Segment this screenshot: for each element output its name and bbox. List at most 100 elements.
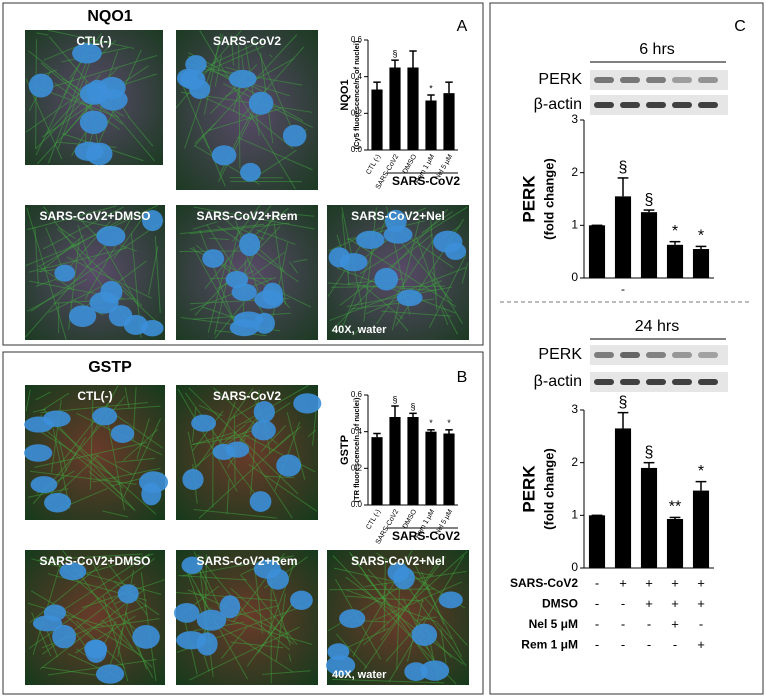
nucleus <box>24 444 53 462</box>
bar <box>371 89 383 150</box>
membrane <box>71 129 88 156</box>
membrane <box>363 207 377 322</box>
treatment-sign: + <box>671 596 679 611</box>
membrane <box>175 30 242 109</box>
panel-letter: A <box>457 18 468 35</box>
nucleus <box>79 110 108 134</box>
membrane <box>92 467 161 483</box>
membrane <box>221 626 248 659</box>
nucleus <box>228 69 257 88</box>
membrane <box>108 627 124 668</box>
membrane <box>47 29 135 49</box>
nucleus <box>212 443 235 460</box>
membrane <box>35 77 74 156</box>
nucleus <box>86 142 113 166</box>
y-tick-label: 0.6 <box>351 35 363 44</box>
membrane <box>267 560 296 635</box>
membrane <box>367 568 452 658</box>
nucleus <box>140 319 164 337</box>
membrane <box>415 236 438 295</box>
panel-title: NQO1 <box>87 8 132 25</box>
blot-band <box>594 77 614 83</box>
nucleus <box>189 79 211 99</box>
blot-band <box>698 379 718 385</box>
y-tick-label: 0.4 <box>351 427 363 436</box>
membrane <box>193 206 315 230</box>
treatment-sign: - <box>595 596 599 611</box>
panel-frame <box>2 2 484 346</box>
membrane <box>214 302 244 339</box>
membrane <box>40 425 124 496</box>
membrane <box>217 225 299 283</box>
nucleus <box>438 591 463 609</box>
membrane <box>199 30 296 190</box>
membrane <box>192 434 250 445</box>
membrane <box>136 418 150 459</box>
treatment-sign: - <box>621 596 625 611</box>
image-label: SARS-CoV2+DMSO <box>39 209 150 223</box>
y-tick-label: 0.2 <box>351 108 363 117</box>
chart-title: 6 hrs <box>639 41 675 58</box>
chart-title: 24 hrs <box>635 318 679 335</box>
nucleus <box>96 225 126 247</box>
nucleus <box>231 283 257 301</box>
membrane <box>30 590 141 656</box>
membrane <box>177 388 238 492</box>
nucleus <box>30 476 58 494</box>
nucleus <box>59 562 87 581</box>
membrane <box>335 633 368 669</box>
membrane <box>421 210 454 234</box>
nucleus <box>387 562 409 582</box>
nucleus <box>248 91 274 115</box>
membrane <box>229 402 259 421</box>
nucleus <box>290 590 313 611</box>
y-tick-label: 2 <box>571 455 578 469</box>
membrane <box>269 54 273 58</box>
treatment-name: Nel 5 μM <box>529 617 578 631</box>
membrane <box>288 654 292 662</box>
membrane <box>148 245 159 295</box>
membrane <box>51 422 157 515</box>
nucleus <box>420 660 450 681</box>
membrane <box>394 315 409 332</box>
panel-title: GSTP <box>88 359 132 376</box>
membrane <box>27 278 88 312</box>
nucleus <box>132 624 160 649</box>
nucleus <box>191 414 217 432</box>
membrane <box>35 98 87 150</box>
membrane <box>40 431 111 475</box>
blot-label: PERK <box>538 71 582 88</box>
membrane <box>192 246 238 327</box>
membrane <box>399 240 453 302</box>
membrane <box>136 598 160 616</box>
nucleus <box>196 609 227 631</box>
membrane <box>182 86 226 187</box>
image-label: SARS-CoV2+Nel <box>351 209 445 223</box>
nucleus <box>108 305 133 327</box>
membrane <box>57 61 91 150</box>
membrane <box>230 641 284 649</box>
membrane <box>102 510 129 518</box>
membrane <box>60 610 95 642</box>
image-label: SARS-CoV2 <box>213 389 281 403</box>
blot-band <box>646 77 666 83</box>
membrane <box>127 116 154 147</box>
nucleus <box>182 468 204 490</box>
bar <box>692 249 710 278</box>
nucleus <box>44 492 72 513</box>
blot-label: β-actin <box>534 373 582 390</box>
nucleus <box>84 639 108 659</box>
nucleus <box>253 401 275 423</box>
treatment-sign: + <box>645 596 653 611</box>
nucleus <box>173 603 200 623</box>
membrane <box>41 392 70 412</box>
nucleus <box>328 247 351 268</box>
membrane <box>204 554 207 646</box>
membrane <box>245 44 260 136</box>
membrane <box>292 258 308 263</box>
membrane <box>209 237 229 241</box>
treatment-sign: - <box>621 616 625 631</box>
membrane <box>76 648 86 656</box>
y-axis-sublabel: (fold change) <box>541 448 556 530</box>
